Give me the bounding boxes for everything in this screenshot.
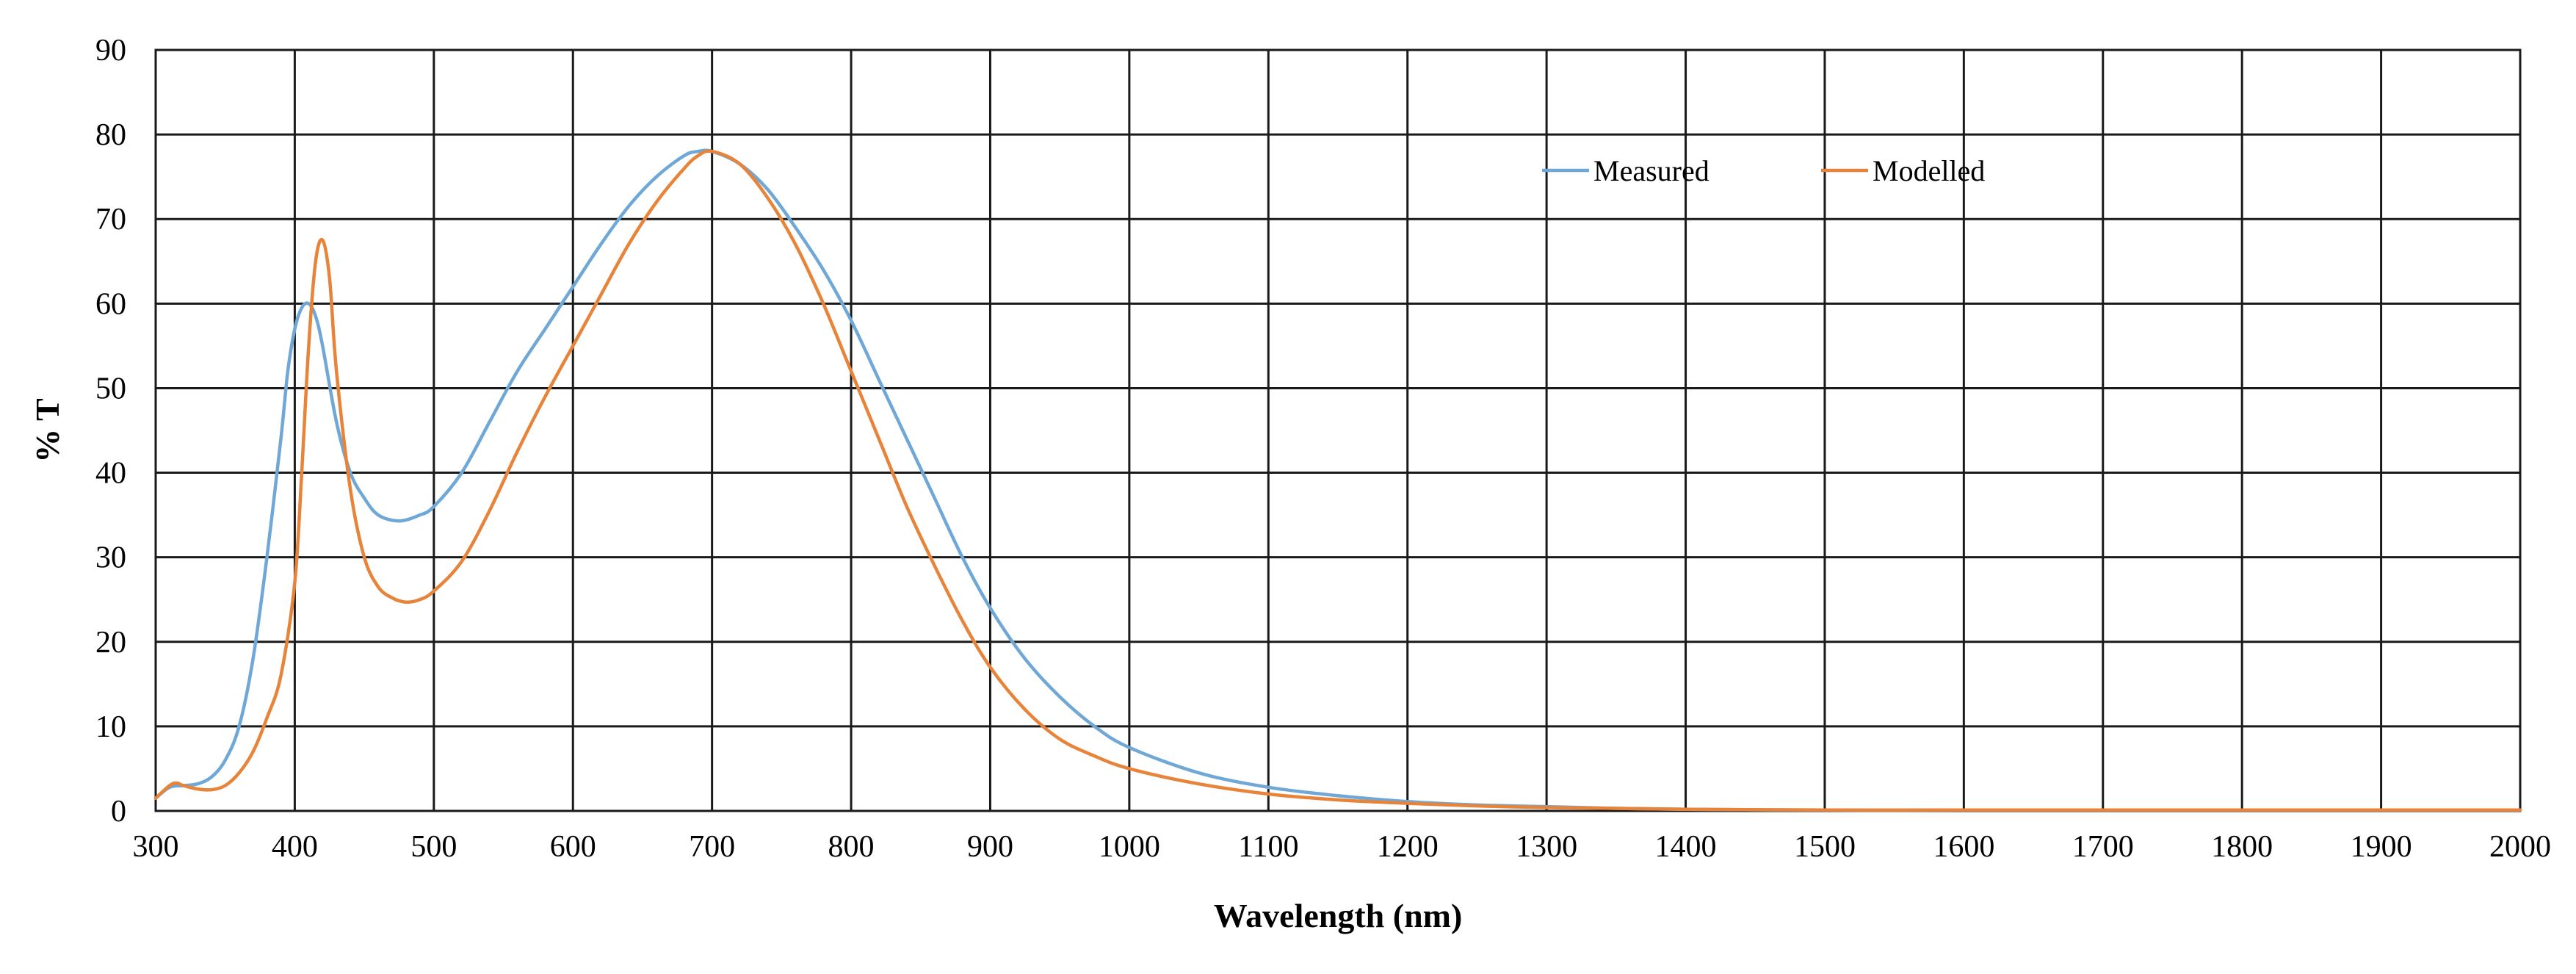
y-tick-label-10: 10 (95, 710, 126, 744)
x-tick-label-1200: 1200 (1377, 830, 1439, 864)
x-tick-label-400: 400 (272, 830, 318, 864)
x-tick-label-1100: 1100 (1238, 830, 1298, 864)
y-tick-label-0: 0 (111, 795, 126, 829)
x-tick-label-1300: 1300 (1516, 830, 1577, 864)
y-axis-title: % T (29, 398, 66, 462)
x-tick-label-600: 600 (550, 830, 596, 864)
x-axis-title: Wavelength (nm) (1214, 897, 1463, 934)
x-tick-label-800: 800 (828, 830, 875, 864)
x-tick-label-1800: 1800 (2211, 830, 2273, 864)
series-line-modelled (153, 149, 2522, 812)
x-tick-label-1400: 1400 (1655, 830, 1717, 864)
y-tick-label-80: 80 (95, 118, 126, 152)
legend: Measured Modelled (1542, 154, 1985, 187)
x-tick-label-1700: 1700 (2072, 830, 2134, 864)
y-tick-label-30: 30 (95, 541, 126, 575)
x-tick-label-1600: 1600 (1933, 830, 1994, 864)
y-tick-label-20: 20 (95, 626, 126, 660)
grid-layer (154, 48, 2522, 812)
x-tick-label-900: 900 (967, 830, 1013, 864)
x-tick-label-300: 300 (133, 830, 179, 864)
y-tick-label-70: 70 (95, 203, 126, 237)
x-tick-label-700: 700 (689, 830, 735, 864)
x-tick-label-1500: 1500 (1794, 830, 1856, 864)
x-tick-label-1900: 1900 (2351, 830, 2412, 864)
y-tick-label-90: 90 (95, 34, 126, 68)
tick-label-layer: 0 10 20 30 40 50 60 70 80 90 300 400 500 600 700 800 900… (95, 34, 2551, 864)
legend-label-modelled: Modelled (1873, 154, 1985, 187)
x-tick-label-500: 500 (410, 830, 457, 864)
plot-frame (154, 48, 2522, 812)
x-tick-label-1000: 1000 (1099, 830, 1160, 864)
series-layer (153, 148, 2522, 812)
y-tick-label-50: 50 (95, 372, 126, 405)
y-tick-label-40: 40 (95, 457, 126, 491)
series-line-measured (153, 148, 2522, 812)
y-tick-label-60: 60 (95, 287, 126, 321)
legend-label-measured: Measured (1593, 154, 1710, 187)
x-tick-label-2000: 2000 (2489, 830, 2551, 864)
